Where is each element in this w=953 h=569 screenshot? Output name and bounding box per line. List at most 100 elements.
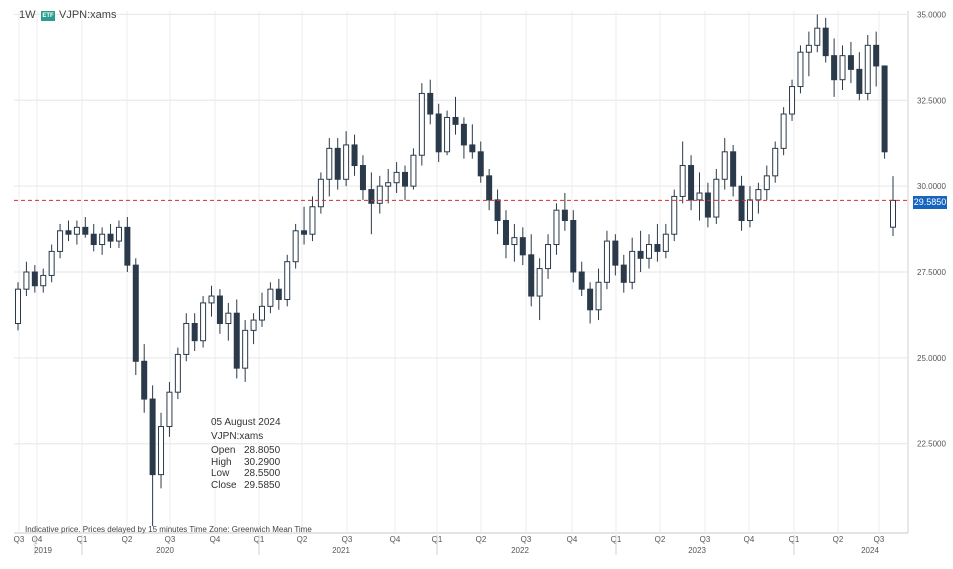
tooltip-label: Open (211, 445, 236, 456)
candle-body (132, 264, 139, 362)
candle-body (797, 51, 804, 88)
candle-body (755, 189, 762, 201)
candle-body (721, 151, 728, 180)
candle-body (334, 147, 341, 180)
candle-body (763, 175, 770, 191)
candle-body (225, 312, 232, 325)
x-quarter-label: Q4 (567, 535, 578, 544)
x-quarter-label: Q4 (390, 535, 401, 544)
tooltip-row: Low 28.5500 (211, 468, 281, 480)
candle-body (570, 219, 577, 273)
tooltip-value: 30.2900 (244, 456, 281, 468)
candle-body (107, 233, 114, 242)
tooltip-label: Close (211, 479, 237, 491)
x-quarter-label: Q2 (476, 535, 487, 544)
candle-body (603, 240, 610, 283)
candle-body (258, 305, 265, 321)
x-quarter-label: Q4 (210, 535, 221, 544)
candle-body (637, 250, 644, 259)
tooltip-row: Close 29.5850 (211, 480, 281, 492)
x-quarter-label: Q3 (342, 535, 353, 544)
candle-body (536, 268, 543, 297)
candle-body (746, 199, 753, 221)
x-year-label: 2023 (688, 546, 706, 555)
candle-body (57, 230, 64, 252)
candle-body (73, 226, 80, 235)
candle-body (519, 237, 526, 256)
tooltip-value: 28.5500 (244, 468, 281, 479)
x-year-label: 2022 (511, 546, 529, 555)
candle-body (772, 147, 779, 177)
candle-body (200, 302, 207, 342)
candle-body (486, 175, 493, 201)
candle-body (629, 250, 636, 283)
candle-body (284, 261, 291, 300)
candlestick-series (15, 14, 896, 527)
candle-body (90, 233, 97, 246)
candle-body (595, 281, 602, 311)
candle-body (65, 230, 72, 235)
candle-body (688, 165, 695, 201)
candle-body (704, 192, 711, 218)
candle-body (368, 189, 375, 204)
x-year-label: 2019 (34, 546, 52, 555)
candle-body (242, 329, 249, 369)
candle-body (326, 147, 333, 180)
tooltip-row: High 30.2900 (211, 457, 281, 469)
y-tick-label: 22.5000 (917, 440, 946, 449)
x-quarter-label: Q3 (165, 535, 176, 544)
candle-body (679, 165, 686, 197)
candle-body (317, 178, 324, 208)
candle-body (460, 123, 467, 146)
candle-body (620, 264, 627, 283)
candle-body (561, 209, 568, 221)
candle-body (612, 240, 619, 266)
y-axis: 35.0000 32.5000 30.0000 27.5000 25.0000 22.50… (917, 10, 946, 448)
candle-body (166, 391, 173, 428)
candle-body (149, 398, 156, 476)
symbol-label[interactable]: VJPN:xams (59, 9, 117, 21)
candle-body (351, 144, 358, 167)
candle-body (48, 250, 55, 276)
etf-badge-icon: ETF (41, 11, 55, 21)
candle-body (402, 171, 409, 187)
x-quarter-label: Q4 (32, 535, 43, 544)
candle-body (814, 27, 821, 46)
interval-label[interactable]: 1W (19, 9, 36, 21)
candle-body (545, 244, 552, 270)
candle-body (99, 233, 106, 246)
candle-body (789, 86, 796, 115)
candle-body (502, 219, 509, 246)
candle-body (578, 271, 585, 290)
x-quarter-label: Q3 (14, 535, 25, 544)
candle-body (780, 113, 787, 149)
candle-body (654, 244, 661, 252)
delay-notice: Indicative price. Prices delayed by 15 m… (25, 525, 312, 534)
candle-body (250, 319, 257, 331)
candle-body (418, 92, 425, 156)
tooltip-label: Low (211, 468, 230, 479)
candle-body (511, 237, 518, 246)
tooltip-value: 29.5850 (244, 479, 281, 491)
x-year-label: 2021 (332, 546, 350, 555)
candle-body (174, 353, 181, 393)
candle-body (82, 226, 89, 235)
candle-body (839, 55, 846, 81)
candle-body (553, 209, 560, 246)
last-price-tag: 29.5850 (913, 196, 947, 209)
candle-body (452, 116, 459, 125)
candle-body (115, 226, 122, 242)
y-tick-label: 27.5000 (917, 268, 946, 277)
candle-body (385, 182, 392, 187)
x-year-label: 2024 (861, 546, 879, 555)
candle-body (713, 178, 720, 218)
candle-body (873, 44, 880, 67)
candle-body (301, 230, 308, 235)
candle-body (444, 116, 451, 153)
candle-body (805, 44, 812, 53)
x-year-label: 2020 (156, 546, 174, 555)
candle-body (40, 274, 47, 287)
candle-body (881, 65, 888, 153)
candle-body (435, 113, 442, 153)
